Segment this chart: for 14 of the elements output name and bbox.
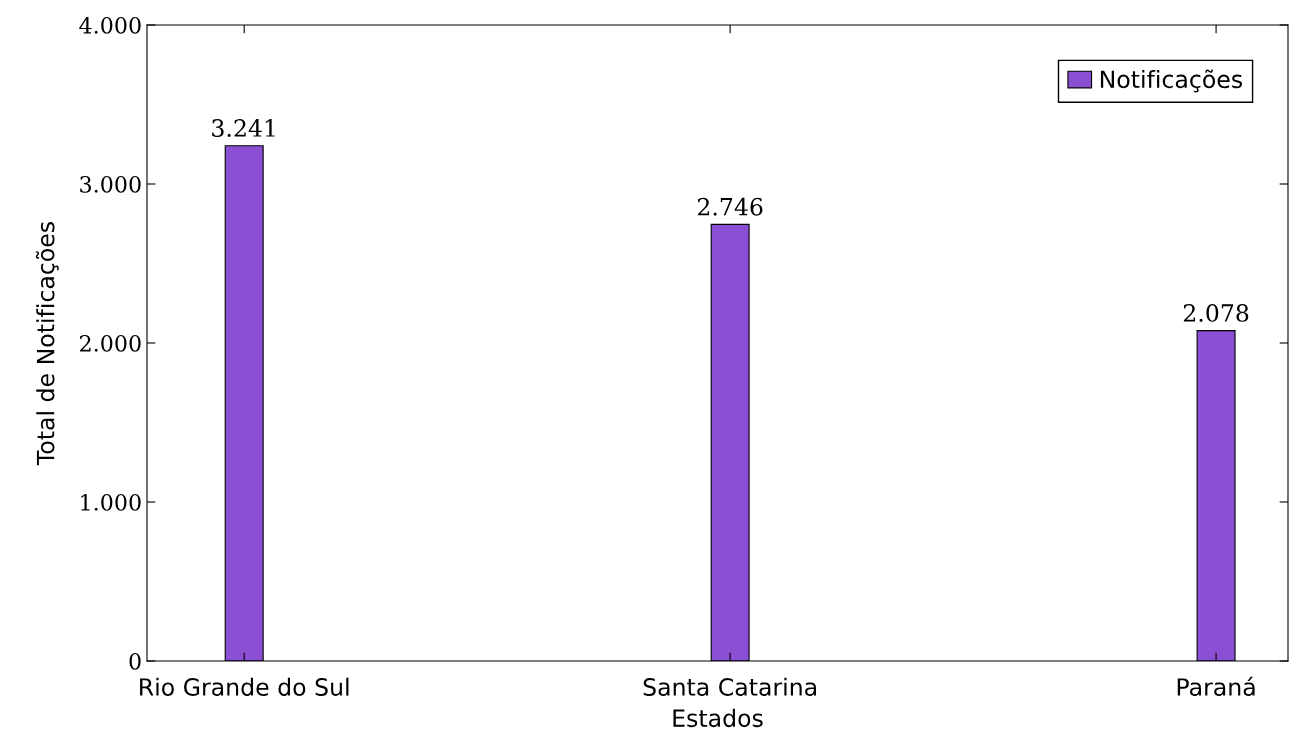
y-tick-label: 3.000 [80, 175, 141, 193]
data-label: 2.078 [1183, 304, 1249, 322]
x-tick-label: Paraná [1177, 676, 1255, 696]
x-axis-title: Estados [673, 708, 763, 728]
legend-label: Notificações [1100, 69, 1242, 93]
y-axis-title: Total de Notificações [35, 222, 59, 466]
data-label: 2.746 [697, 197, 763, 216]
y-tick-label: 2.000 [80, 334, 141, 352]
y-tick-label: 4.000 [79, 16, 141, 34]
data-label: 3.241 [212, 119, 275, 137]
y-tick-label: 0 [129, 652, 141, 670]
x-tick-label: Rio Grande do Sul [140, 677, 349, 696]
x-tick-label: Santa Catarina [643, 677, 817, 696]
y-tick-label: 1.000 [81, 493, 141, 511]
